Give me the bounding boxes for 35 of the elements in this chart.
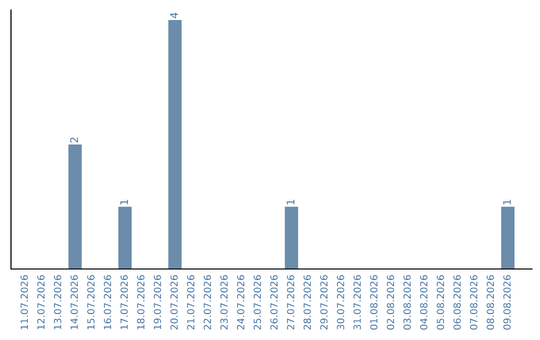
x-tick-label: 23.07.2026 [220,275,228,330]
x-tick-label: 16.07.2026 [104,275,112,330]
data-label: 2 [70,138,78,142]
x-tick-label: 19.07.2026 [154,275,162,330]
x-tick-label: 01.08.2026 [370,275,378,330]
x-tick-label: 11.07.2026 [20,275,28,330]
x-tick-label: 12.07.2026 [37,275,45,330]
x-tick-label: 06.08.2026 [453,275,461,330]
data-label: 1 [286,200,294,204]
x-tick-label: 18.07.2026 [137,275,144,330]
x-tick-label: 20.07.2026 [170,275,178,330]
x-tick-label: 22.07.2026 [204,275,212,330]
x-tick-label: 29.07.2026 [320,275,328,330]
x-tick-label: 26.07.2026 [270,275,278,330]
x-tick-label: 07.08.2026 [470,275,478,330]
x-tick-label: 24.07.2026 [237,275,244,330]
x-tick-label: 21.07.2026 [187,275,194,330]
x-tick-label: 14.07.2026 [70,275,78,330]
data-label: 4 [170,12,178,18]
x-tick-label: 31.07.2026 [354,275,361,330]
x-tick-label: 08.08.2026 [486,275,494,330]
data-label: 1 [120,200,128,204]
x-tick-label: 13.07.2026 [54,275,62,330]
x-tick-label: 25.07.2026 [254,275,262,330]
data-label: 1 [503,200,511,204]
x-tick-label: 27.07.2026 [286,275,294,330]
x-tick-label: 03.08.2026 [403,275,411,330]
x-tick-label: 02.08.2026 [386,275,394,330]
x-tick-label: 30.07.2026 [336,275,344,330]
x-tick-label: 28.07.2026 [304,275,311,330]
x-tick-label: 04.08.2026 [420,275,428,330]
x-tick-label: 17.07.2026 [120,275,128,330]
x-tick-label: 15.07.2026 [87,275,95,330]
x-tick-label: 05.08.2026 [436,275,444,330]
x-tick-label: 09.08.2026 [503,275,511,330]
